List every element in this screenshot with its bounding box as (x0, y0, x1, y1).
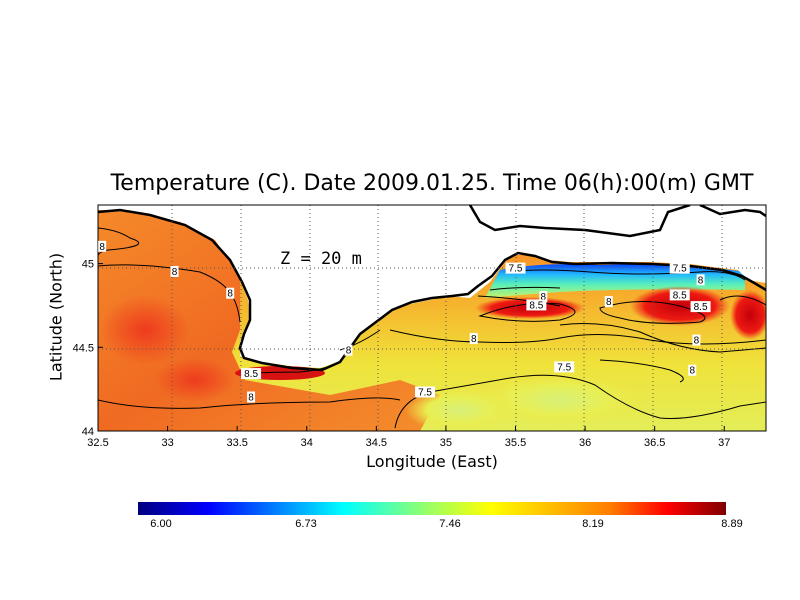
contour-label-text: 8.5 (244, 369, 258, 380)
contour-label-box (526, 299, 547, 311)
contour-label-text: 8 (698, 275, 704, 286)
contour-label: 8 (344, 344, 353, 357)
contour-label-text: 8 (689, 366, 695, 377)
contour-label: 8.5 (690, 301, 711, 313)
contour-label-box (247, 391, 256, 403)
contour-label-text: 8 (172, 267, 178, 278)
y-tick-label: 45 (82, 259, 94, 271)
colorbar-tick-label: 8.89 (721, 518, 743, 530)
contour-label: 8 (247, 391, 256, 404)
contour-label: 8.5 (526, 299, 547, 311)
x-tick-label: 32.5 (87, 437, 108, 449)
contour-label-text: 8.5 (694, 302, 708, 313)
contour-label-text: 7.5 (557, 362, 571, 373)
contour-label: 7.5 (505, 262, 526, 275)
x-tick-label: 34 (301, 437, 313, 449)
contour-label-text: 8 (606, 297, 612, 308)
contour-label-box (505, 262, 526, 274)
contour-label: 8.5 (241, 368, 262, 380)
y-tick-label: 44 (82, 426, 94, 438)
contour-label-box (669, 262, 690, 274)
contour-label: 8 (696, 274, 705, 286)
contour-label-box (415, 386, 436, 398)
contour-label: 8 (226, 287, 235, 300)
contour-label: 8 (469, 332, 478, 345)
contour-label: 7.5 (554, 361, 575, 373)
x-tick-label: 34.5 (366, 437, 387, 449)
contour-label-box (669, 289, 690, 301)
contour-label: 8 (170, 265, 179, 278)
colorbar-tick-label: 6.00 (150, 518, 172, 530)
contour-label-text: 8.5 (529, 300, 543, 311)
contour-label: 8 (98, 240, 107, 253)
contour-label-box (690, 301, 711, 313)
contour-label-box (692, 334, 701, 346)
contour-label: 8 (604, 296, 613, 308)
colorbar-tick-label: 6.73 (295, 518, 317, 530)
contour-label-box (170, 265, 179, 277)
grid (98, 205, 766, 431)
contour-label-text: 8 (248, 393, 254, 404)
chart-title: Temperature (C). Date 2009.01.25. Time 0… (110, 171, 754, 196)
contour-label-box (696, 274, 705, 286)
x-tick-label: 35.5 (505, 437, 526, 449)
y-tick-label: 44.5 (73, 342, 94, 354)
contour-label-box (539, 291, 548, 303)
contour-label: 7.5 (415, 386, 436, 398)
contour-label-text: 8 (694, 336, 700, 347)
contour-label-box (241, 368, 262, 380)
y-axis-ticks: 44 44.5 45 (73, 259, 103, 438)
contour-label-box (344, 344, 353, 356)
contour-label: 8 (692, 334, 701, 347)
colorbar-tick-label: 7.46 (439, 518, 461, 530)
x-axis-label: Longitude (East) (366, 452, 498, 471)
colorbar (138, 502, 726, 515)
x-tick-label: 33 (161, 437, 173, 449)
contour-label-box (98, 240, 107, 252)
depth-label: Z = 20 m (280, 249, 362, 269)
contour-label-text: 8 (346, 346, 352, 357)
colorbar-tick-label: 8.19 (582, 518, 604, 530)
contour-label-text: 8 (227, 289, 233, 300)
land (98, 205, 766, 368)
contour-label: 8.5 (669, 289, 690, 301)
plot-frame (97, 204, 767, 432)
x-tick-label: 37 (718, 437, 730, 449)
x-tick-label: 36.5 (644, 437, 665, 449)
contour-label-text: 8 (541, 292, 547, 303)
contour-label-text: 8 (99, 242, 105, 253)
contour-label: 8 (539, 291, 548, 303)
contour-label-text: 7.5 (418, 387, 432, 398)
contour-label-text: 7.5 (509, 264, 523, 275)
contour-label: 7.5 (669, 262, 690, 275)
contour-label-box (554, 361, 575, 373)
x-tick-label: 36 (579, 437, 591, 449)
x-tick-label: 35 (440, 437, 452, 449)
contour-label: 8 (688, 364, 697, 377)
x-axis-ticks: 32.5 33 33.5 34 34.5 35 35.5 36 36.5 37 (87, 426, 730, 449)
contour-label-box (226, 287, 235, 299)
contour-label-box (688, 364, 697, 376)
coastline (98, 205, 766, 372)
contour-label-box (604, 296, 613, 308)
contour-label-text: 8 (471, 334, 477, 345)
contour-label-text: 8.5 (673, 290, 687, 301)
contour-label-text: 7.5 (673, 264, 687, 275)
contour-label-box (469, 332, 478, 344)
x-tick-label: 33.5 (226, 437, 247, 449)
